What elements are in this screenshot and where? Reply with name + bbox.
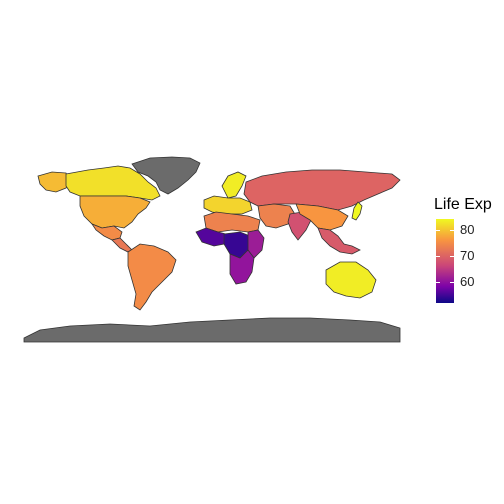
region-middle-east[interactable] [257, 203, 297, 229]
legend-tick-label: 80 [460, 221, 475, 237]
region-usa[interactable] [79, 195, 151, 229]
legend-tick-mark [436, 255, 440, 257]
legend-tick-mark [436, 282, 440, 283]
region-europe[interactable] [203, 195, 253, 215]
region-southeast-asia[interactable] [317, 227, 361, 255]
region-canada[interactable] [65, 165, 161, 201]
region-russia[interactable] [243, 169, 401, 211]
region-australia[interactable] [325, 261, 377, 299]
region-scandinavia[interactable] [221, 171, 247, 199]
region-central-america[interactable] [111, 237, 133, 253]
region-alaska[interactable] [37, 171, 71, 193]
legend-tick-mark [450, 229, 454, 231]
legend-title: Life Exp [434, 196, 492, 213]
region-south-america[interactable] [127, 243, 177, 311]
region-china[interactable] [295, 203, 349, 231]
region-japan[interactable] [351, 201, 363, 221]
legend-tick-label: 60 [460, 274, 475, 289]
legend-tick-label: 70 [460, 247, 475, 263]
region-greenland[interactable] [131, 156, 201, 195]
legend-colorbar [436, 219, 454, 303]
legend-tick-mark [450, 282, 454, 283]
region-antarctica[interactable] [23, 317, 401, 343]
region-southern-africa[interactable] [229, 249, 255, 285]
region-north-africa[interactable] [203, 211, 261, 233]
legend-tick-mark [436, 229, 440, 231]
legend-tick-mark [450, 255, 454, 257]
